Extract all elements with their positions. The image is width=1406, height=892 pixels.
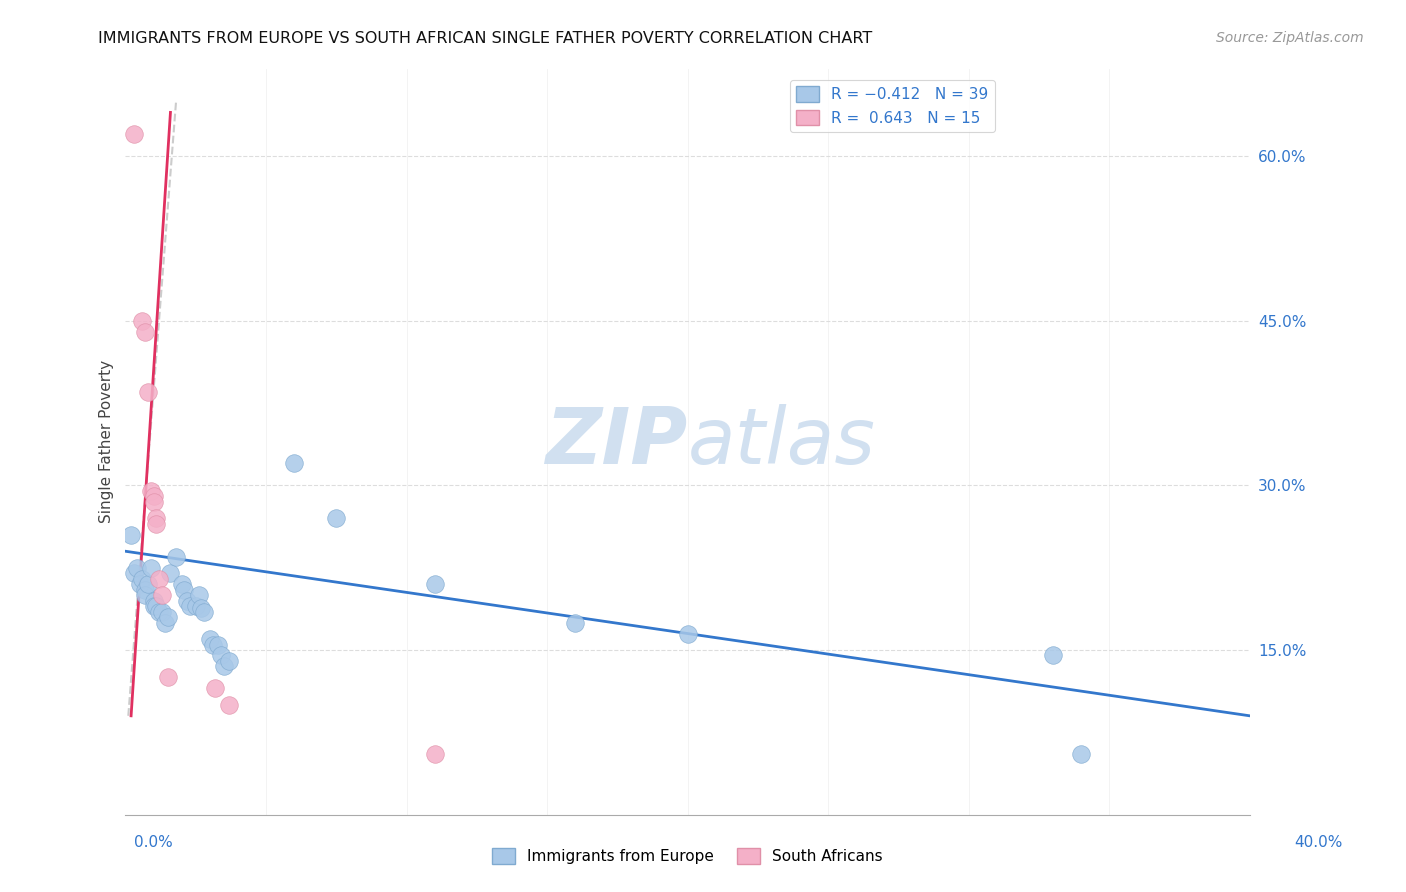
Point <box>134 588 156 602</box>
Point <box>179 599 201 613</box>
Point <box>283 457 305 471</box>
Point <box>136 385 159 400</box>
Text: atlas: atlas <box>688 403 876 480</box>
Legend: R = −0.412   N = 39, R =  0.643   N = 15: R = −0.412 N = 39, R = 0.643 N = 15 <box>790 80 995 132</box>
Point <box>325 511 347 525</box>
Point <box>142 599 165 613</box>
Point <box>159 566 181 581</box>
Point <box>148 572 170 586</box>
Text: 0.0%: 0.0% <box>134 836 173 850</box>
Point <box>150 588 173 602</box>
Point <box>131 572 153 586</box>
Point <box>423 747 446 762</box>
Point <box>212 659 235 673</box>
Point <box>423 577 446 591</box>
Point <box>122 566 145 581</box>
Point <box>187 588 209 602</box>
Text: IMMIGRANTS FROM EUROPE VS SOUTH AFRICAN SINGLE FATHER POVERTY CORRELATION CHART: IMMIGRANTS FROM EUROPE VS SOUTH AFRICAN … <box>98 31 873 46</box>
Text: Source: ZipAtlas.com: Source: ZipAtlas.com <box>1216 31 1364 45</box>
Point <box>201 638 224 652</box>
Point <box>145 511 167 525</box>
Point <box>128 577 150 591</box>
Point <box>165 549 187 564</box>
Point <box>153 615 176 630</box>
Point <box>193 605 215 619</box>
Point <box>142 495 165 509</box>
Point <box>564 615 586 630</box>
Point <box>134 325 156 339</box>
Point <box>142 489 165 503</box>
Point <box>1070 747 1092 762</box>
Point <box>122 128 145 142</box>
Text: 40.0%: 40.0% <box>1295 836 1343 850</box>
Point <box>134 582 156 597</box>
Point <box>1042 648 1064 663</box>
Point <box>218 654 240 668</box>
Point <box>204 681 226 696</box>
Point <box>184 599 207 613</box>
Point <box>131 314 153 328</box>
Point <box>150 605 173 619</box>
Point <box>207 638 229 652</box>
Text: ZIP: ZIP <box>546 403 688 480</box>
Point <box>209 648 232 663</box>
Point <box>218 698 240 712</box>
Point <box>145 516 167 531</box>
Point <box>148 605 170 619</box>
Point <box>190 601 212 615</box>
Point <box>170 577 193 591</box>
Point <box>120 528 142 542</box>
Point <box>198 632 221 646</box>
Point <box>145 599 167 613</box>
Point <box>142 593 165 607</box>
Point <box>176 593 198 607</box>
Point <box>156 670 179 684</box>
Point <box>136 577 159 591</box>
Point <box>125 560 148 574</box>
Point <box>139 483 162 498</box>
Point <box>676 626 699 640</box>
Y-axis label: Single Father Poverty: Single Father Poverty <box>100 360 114 523</box>
Point <box>139 560 162 574</box>
Point <box>156 610 179 624</box>
Point <box>173 582 195 597</box>
